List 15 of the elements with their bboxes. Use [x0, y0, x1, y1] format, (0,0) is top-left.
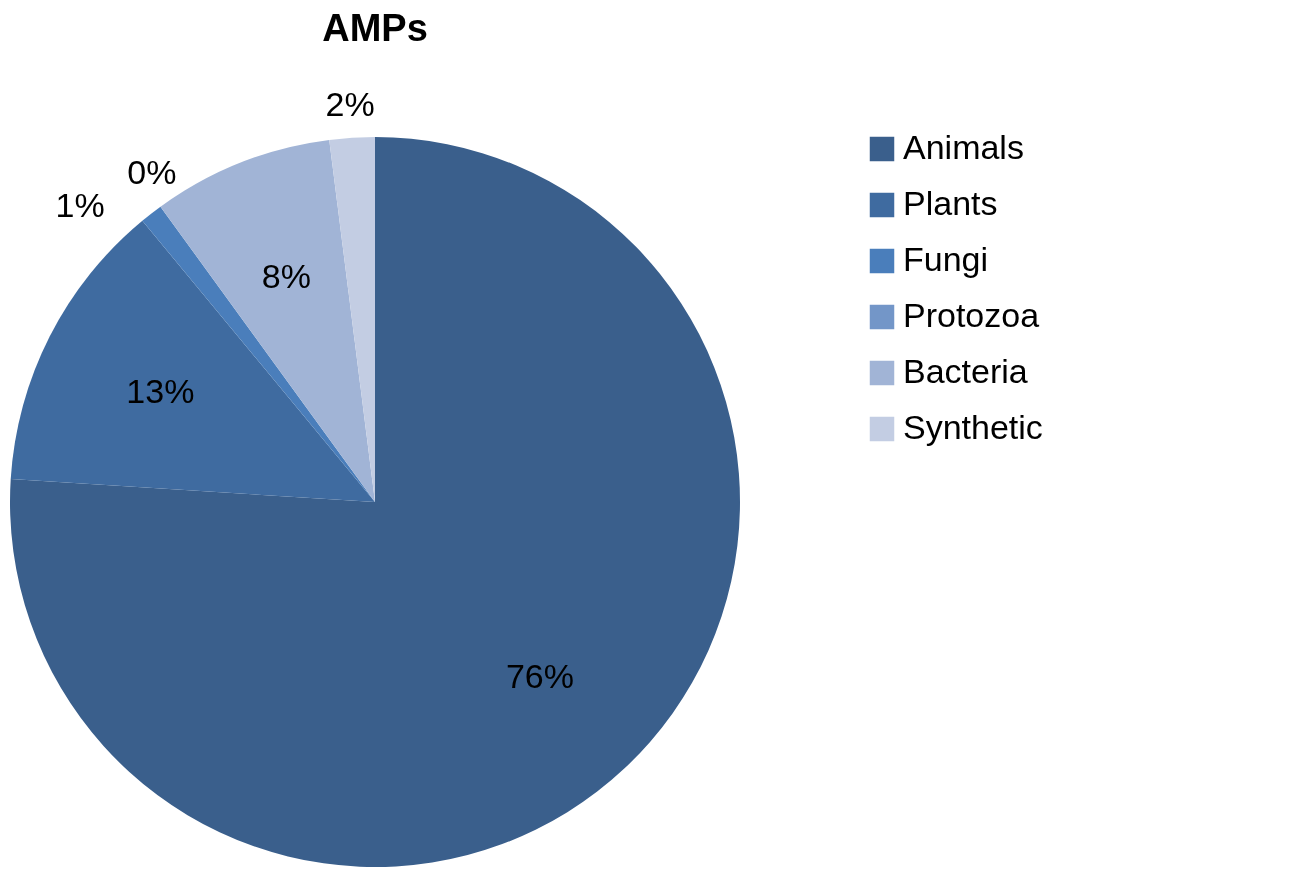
legend-label: Animals [903, 128, 1024, 166]
legend-label: Bacteria [903, 352, 1028, 390]
data-label: 13% [126, 371, 195, 410]
legend-label: Plants [903, 184, 998, 222]
data-label: 1% [55, 186, 105, 225]
pie-slice [10, 220, 375, 502]
data-label: 2% [325, 84, 375, 123]
legend-label: Synthetic [903, 408, 1043, 446]
legend-label: Fungi [903, 240, 989, 278]
pie-slice [10, 137, 740, 867]
chart-title: AMPs [322, 6, 428, 49]
text: 0% [127, 152, 177, 191]
legend-label: Protozoa [903, 296, 1040, 334]
data-label: 76% [505, 656, 574, 695]
data-label: 8% [261, 257, 311, 296]
